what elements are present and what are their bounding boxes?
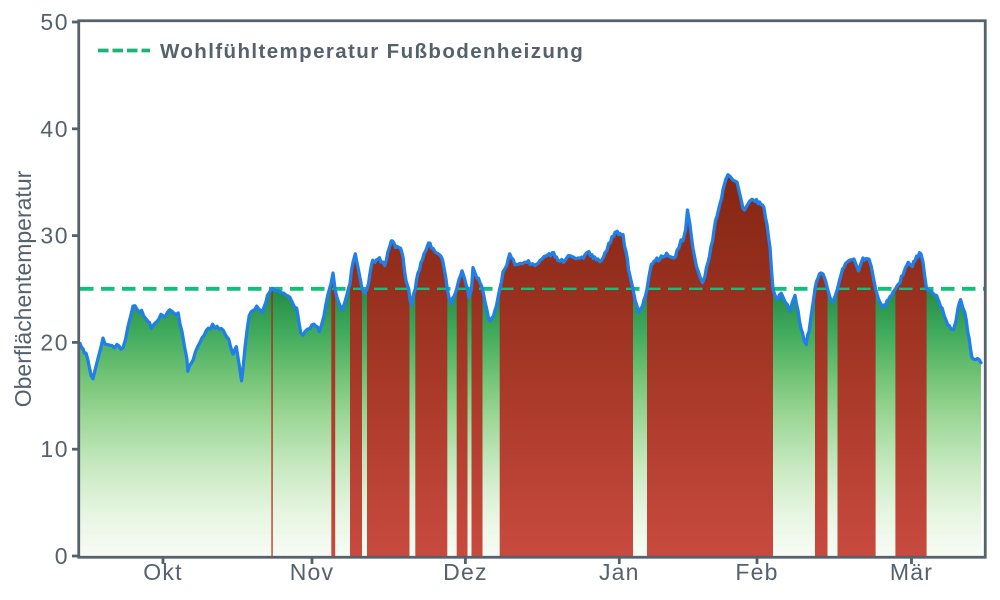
svg-text:Dez: Dez — [443, 559, 488, 585]
svg-text:Nov: Nov — [290, 559, 335, 585]
svg-text:Jan: Jan — [599, 559, 640, 585]
svg-text:10: 10 — [40, 436, 69, 462]
svg-text:Mär: Mär — [890, 559, 933, 585]
svg-text:0: 0 — [55, 543, 69, 569]
svg-text:Oberflächentemperatur: Oberflächentemperatur — [10, 170, 36, 407]
svg-text:Okt: Okt — [143, 559, 182, 585]
svg-text:Feb: Feb — [735, 559, 778, 585]
svg-text:50: 50 — [40, 9, 69, 35]
svg-text:Wohlfühltemperatur Fußbodenhei: Wohlfühltemperatur Fußbodenheizung — [160, 40, 584, 63]
svg-text:30: 30 — [40, 223, 69, 249]
svg-text:40: 40 — [40, 116, 69, 142]
svg-text:20: 20 — [40, 329, 69, 355]
